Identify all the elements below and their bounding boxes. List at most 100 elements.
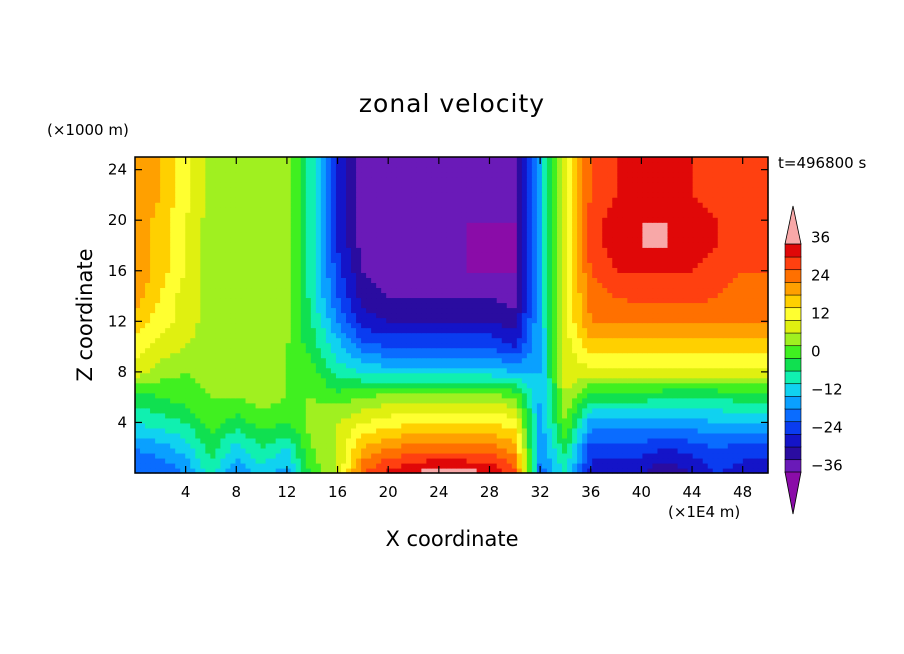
heatmap-cell bbox=[305, 302, 312, 309]
heatmap-cell bbox=[707, 327, 714, 334]
heatmap-cell bbox=[617, 292, 623, 299]
heatmap-cell bbox=[325, 357, 332, 364]
heatmap-cell bbox=[466, 432, 473, 439]
heatmap-cell bbox=[737, 287, 744, 294]
heatmap-cell bbox=[225, 392, 232, 399]
heatmap-cell bbox=[290, 387, 297, 394]
heatmap-cell bbox=[140, 372, 146, 379]
heatmap-cell bbox=[516, 317, 523, 324]
heatmap-cell bbox=[647, 402, 654, 409]
heatmap-cell bbox=[742, 287, 749, 294]
heatmap-cell bbox=[541, 357, 548, 364]
heatmap-cell bbox=[255, 387, 262, 394]
heatmap-cell bbox=[622, 352, 628, 359]
heatmap-cell bbox=[330, 317, 337, 324]
heatmap-cell bbox=[421, 322, 427, 329]
heatmap-cell bbox=[617, 307, 623, 314]
heatmap-cell bbox=[180, 437, 186, 444]
heatmap-cell bbox=[195, 357, 201, 364]
heatmap-cell bbox=[737, 337, 744, 344]
heatmap-cell bbox=[135, 382, 141, 389]
heatmap-cell bbox=[451, 302, 458, 309]
heatmap-cell bbox=[441, 437, 448, 444]
heatmap-cell bbox=[416, 422, 422, 429]
heatmap-cell bbox=[406, 417, 412, 424]
heatmap-cell bbox=[562, 467, 568, 474]
heatmap-cell bbox=[401, 292, 407, 299]
heatmap-cell bbox=[546, 367, 553, 374]
heatmap-cell bbox=[762, 347, 769, 354]
heatmap-cell bbox=[320, 287, 327, 294]
heatmap-cell bbox=[692, 317, 699, 324]
heatmap-cell bbox=[255, 457, 262, 464]
heatmap-cell bbox=[687, 342, 694, 349]
heatmap-cell bbox=[466, 392, 473, 399]
heatmap-cell bbox=[667, 367, 674, 374]
heatmap-cell bbox=[436, 327, 443, 334]
heatmap-cell bbox=[722, 407, 729, 414]
heatmap-cell bbox=[762, 342, 769, 349]
heatmap-cell bbox=[496, 397, 503, 404]
heatmap-cell bbox=[501, 467, 508, 474]
heatmap-cell bbox=[265, 402, 272, 409]
heatmap-cell bbox=[190, 452, 196, 459]
heatmap-cell bbox=[275, 402, 282, 409]
heatmap-cell bbox=[607, 302, 613, 309]
heatmap-cell bbox=[300, 277, 307, 283]
heatmap-cell bbox=[577, 327, 583, 334]
heatmap-cell bbox=[697, 277, 704, 283]
heatmap-cell bbox=[466, 297, 473, 304]
heatmap-cell bbox=[396, 437, 402, 444]
heatmap-cell bbox=[165, 282, 171, 289]
heatmap-cell bbox=[762, 332, 769, 339]
heatmap-cell bbox=[441, 442, 448, 449]
heatmap-cell bbox=[265, 367, 272, 374]
heatmap-cell bbox=[567, 417, 573, 424]
heatmap-cell bbox=[617, 392, 623, 399]
heatmap-cell bbox=[190, 322, 196, 329]
heatmap-cell bbox=[582, 317, 588, 324]
heatmap-cell bbox=[622, 457, 628, 464]
heatmap-cell bbox=[180, 287, 186, 294]
heatmap-cell bbox=[295, 292, 302, 299]
heatmap-cell bbox=[536, 432, 543, 439]
heatmap-cell bbox=[476, 307, 483, 314]
heatmap-cell bbox=[185, 312, 191, 319]
heatmap-cell bbox=[647, 302, 654, 309]
heatmap-cell bbox=[265, 432, 272, 439]
heatmap-cell bbox=[742, 332, 749, 339]
heatmap-cell bbox=[436, 282, 443, 289]
heatmap-cell bbox=[285, 437, 292, 444]
heatmap-cell bbox=[335, 282, 342, 289]
heatmap-cell bbox=[320, 272, 327, 278]
heatmap-cell bbox=[727, 322, 734, 329]
heatmap-cell bbox=[587, 362, 593, 369]
heatmap-cell bbox=[431, 367, 438, 374]
heatmap-cell bbox=[677, 397, 684, 404]
heatmap-cell bbox=[702, 297, 709, 304]
heatmap-cell bbox=[762, 387, 769, 394]
heatmap-cell bbox=[356, 292, 362, 299]
heatmap-cell bbox=[215, 317, 221, 324]
heatmap-cell bbox=[240, 437, 247, 444]
heatmap-cell bbox=[486, 452, 493, 459]
heatmap-cell bbox=[200, 277, 206, 283]
heatmap-cell bbox=[351, 322, 357, 329]
heatmap-cell bbox=[381, 392, 387, 399]
heatmap-cell bbox=[260, 392, 267, 399]
heatmap-cell bbox=[496, 412, 503, 419]
heatmap-cell bbox=[406, 327, 412, 334]
heatmap-cell bbox=[135, 342, 141, 349]
heatmap-cell bbox=[386, 412, 392, 419]
heatmap-cell bbox=[466, 407, 473, 414]
heatmap-cell bbox=[677, 357, 684, 364]
heatmap-cell bbox=[155, 467, 161, 474]
heatmap-cell bbox=[230, 412, 237, 419]
heatmap-cell bbox=[220, 407, 227, 414]
heatmap-cell bbox=[501, 442, 508, 449]
heatmap-cell bbox=[280, 357, 287, 364]
heatmap-cell bbox=[411, 327, 417, 334]
heatmap-cell bbox=[220, 347, 227, 354]
heatmap-cell bbox=[747, 447, 754, 454]
heatmap-cell bbox=[376, 382, 382, 389]
